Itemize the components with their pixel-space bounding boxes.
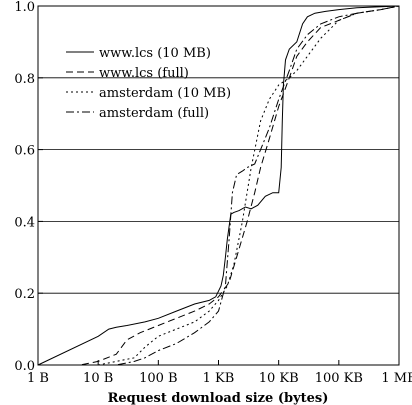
y-tick-label-3: 0.6: [14, 144, 35, 159]
series-line-3: [38, 5, 400, 366]
x-axis-ticks: 1 B 10 B 100 B 1 KB 10 KB 100 KB 1 MB: [27, 360, 412, 386]
y-tick-label-0: 0.0: [14, 359, 35, 374]
y-tick-label-2: 0.4: [14, 215, 35, 230]
y-tick-label-1: 0.2: [14, 287, 35, 302]
x-tick-label-3: 1 KB: [203, 371, 235, 386]
legend-label-1: www.lcs (full): [99, 66, 189, 81]
legend-label-0: www.lcs (10 MB): [99, 46, 211, 61]
legend: www.lcs (10 MB) www.lcs (full) amsterdam (…: [66, 46, 231, 121]
x-tick-label-5: 100 KB: [315, 371, 363, 386]
series-line-0: [37, 5, 400, 366]
series-lines: [37, 5, 400, 366]
x-tick-label-6: 1 MB: [381, 371, 412, 386]
legend-label-3: amsterdam (full): [99, 106, 209, 121]
x-tick-label-0: 1 B: [27, 371, 49, 386]
x-tick-label-4: 10 KB: [259, 371, 299, 386]
y-tick-label-5: 1.0: [14, 0, 35, 15]
x-tick-label-1: 10 B: [83, 371, 113, 386]
series-line-1: [38, 5, 400, 366]
x-axis-label: Request download size (bytes): [108, 391, 329, 405]
grid-lines: [38, 77, 399, 294]
legend-label-2: amsterdam (10 MB): [99, 86, 231, 101]
y-axis-ticks: 0.0 0.2 0.4 0.6 0.8 1.0: [14, 0, 43, 374]
y-tick-label-4: 0.8: [14, 72, 35, 87]
x-tick-label-2: 100 B: [139, 371, 178, 386]
